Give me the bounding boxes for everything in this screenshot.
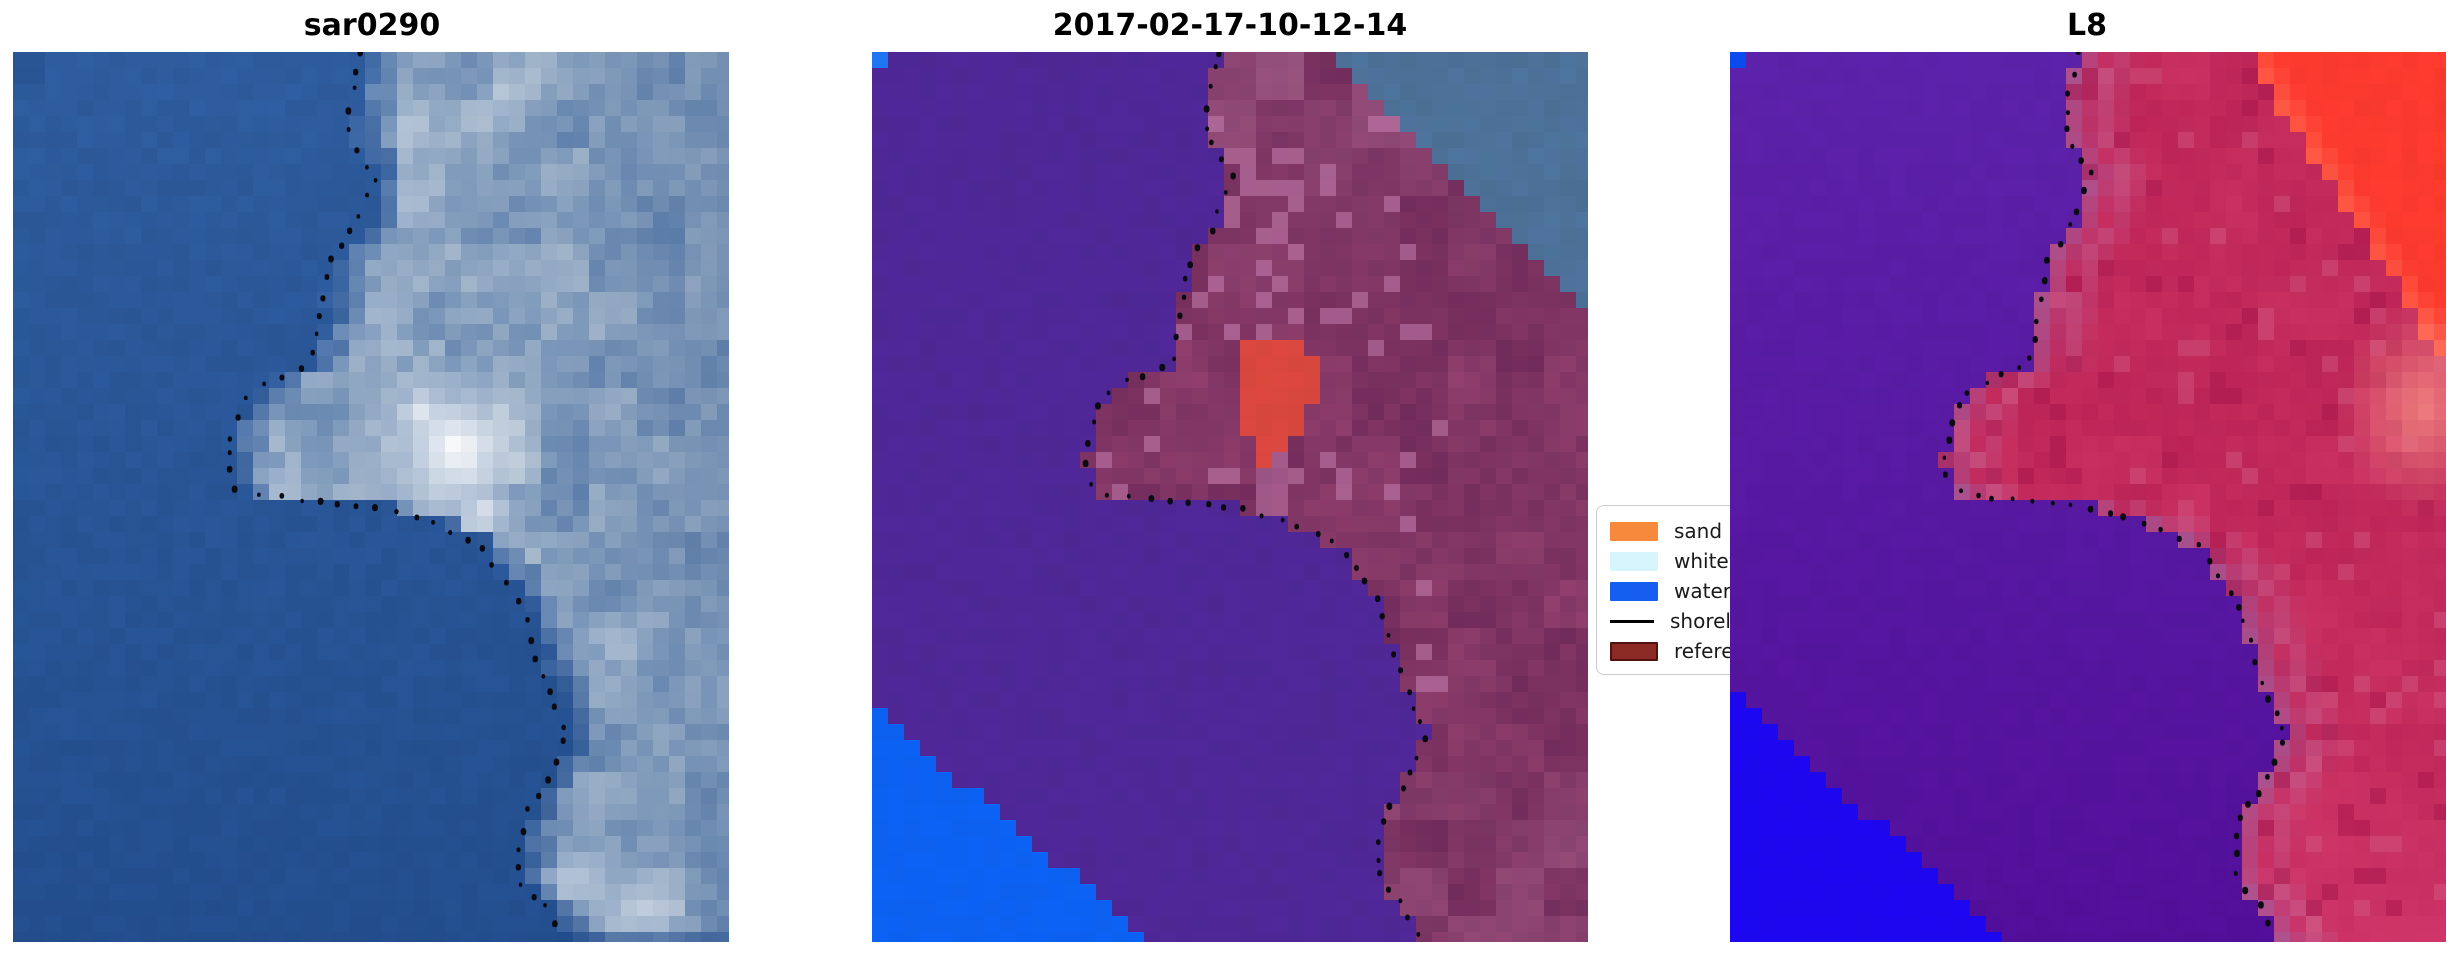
panel-title-date: 2017-02-17-10-12-14: [1052, 8, 1408, 43]
panel-sar0290: [13, 52, 729, 942]
legend-line-swatch-shoreli: [1610, 619, 1654, 623]
legend-label: shoreli: [1670, 609, 1737, 633]
sar0290-image-canvas: [13, 52, 729, 942]
legend-row-shoreli: shoreli: [1610, 606, 1819, 636]
panel-classified-date: [872, 52, 1588, 942]
legend-label: water: [1674, 579, 1731, 603]
panel-l8: [1730, 52, 2446, 942]
classified-image-canvas: [872, 52, 1588, 942]
panel-title-sar0290: sar0290: [303, 8, 441, 43]
legend-row-sand: sand: [1610, 516, 1819, 546]
legend-swatch-referen: [1610, 641, 1658, 661]
legend-swatch-sand: [1610, 521, 1658, 541]
legend-row-water: water: [1610, 576, 1819, 606]
l8-image-canvas: [1730, 52, 2446, 942]
panel-title-l8: L8: [2067, 8, 2107, 43]
legend-label: sand: [1674, 519, 1723, 543]
legend-swatch-water: [1610, 581, 1658, 601]
legend-swatch-whitew: [1610, 551, 1658, 571]
